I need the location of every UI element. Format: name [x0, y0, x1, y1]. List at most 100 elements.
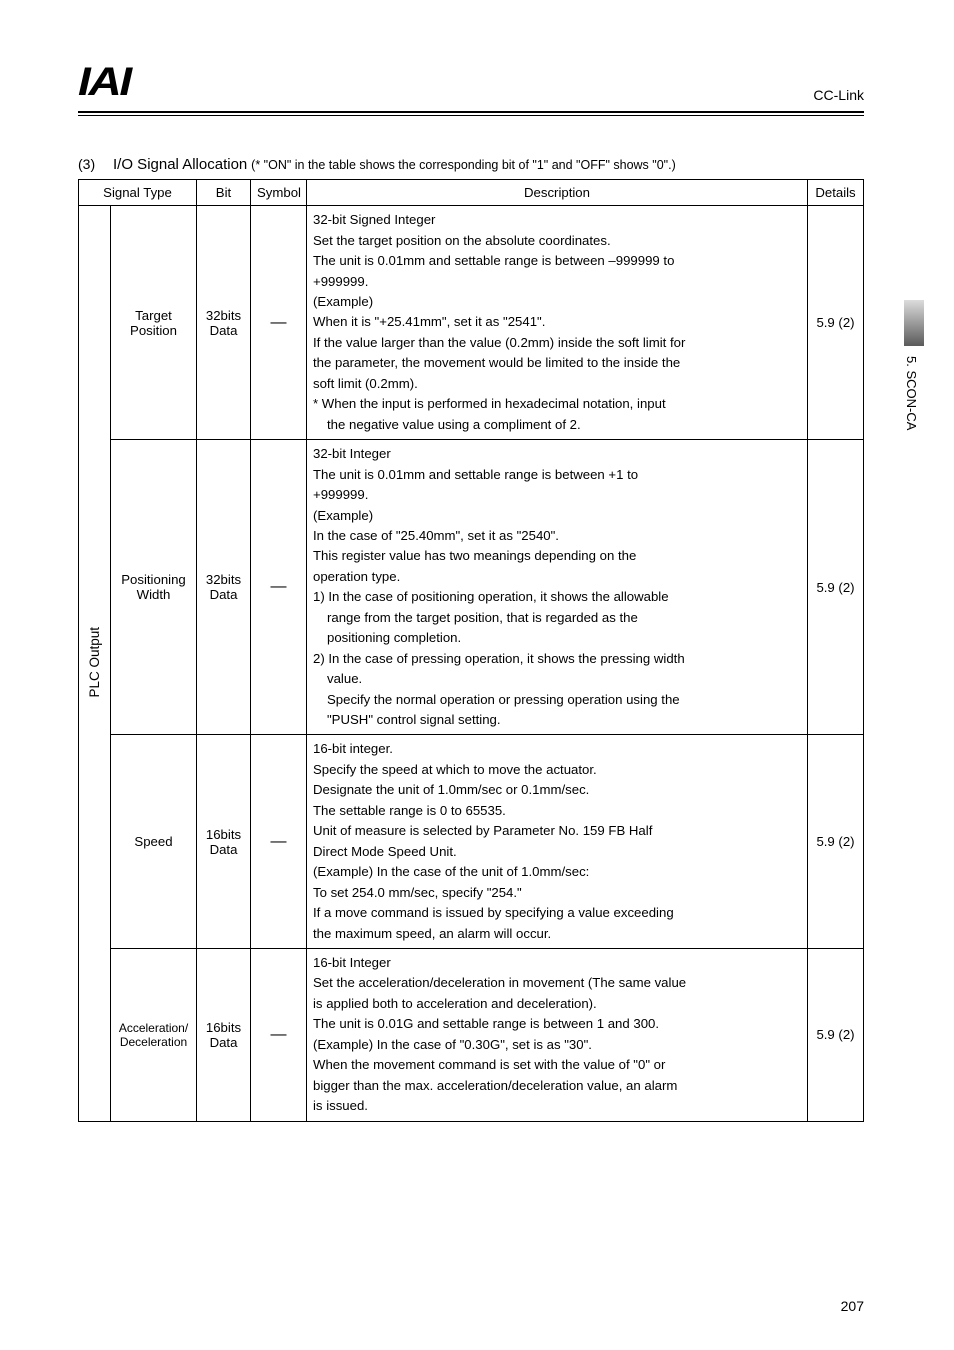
desc-line: is applied both to acceleration and dece…	[313, 994, 801, 1014]
table-row: Acceleration/Deceleration16bitsData―16-b…	[79, 949, 864, 1122]
desc-line: the negative value using a compliment of…	[313, 415, 801, 435]
description-cell: 32-bit IntegerThe unit is 0.01mm and set…	[307, 440, 808, 735]
section-number: (3)	[78, 156, 95, 172]
bit-line: 16bits	[203, 1020, 244, 1035]
signal-name-line: Position	[117, 323, 190, 338]
desc-line: When it is "+25.41mm", set it as "2541".	[313, 312, 801, 332]
desc-line: 2) In the case of pressing operation, it…	[313, 649, 801, 669]
section-title: (3) I/O Signal Allocation (* "ON" in the…	[78, 156, 864, 173]
desc-line: Designate the unit of 1.0mm/sec or 0.1mm…	[313, 780, 801, 800]
desc-line: Specify the speed at which to move the a…	[313, 760, 801, 780]
symbol-dash: ―	[271, 578, 287, 595]
desc-line: (Example)	[313, 506, 801, 526]
page-number: 207	[841, 1298, 864, 1314]
details-cell: 5.9 (2)	[808, 206, 864, 440]
desc-line: The unit is 0.01mm and settable range is…	[313, 251, 801, 271]
desc-line: "PUSH" control signal setting.	[313, 710, 801, 730]
symbol-dash: ―	[271, 833, 287, 850]
signal-name-line: Speed	[117, 834, 190, 849]
bit-line: 16bits	[203, 827, 244, 842]
bit-cell: 32bitsData	[197, 440, 251, 735]
section-heading: I/O Signal Allocation	[113, 156, 247, 173]
desc-line: the maximum speed, an alarm will occur.	[313, 924, 801, 944]
brand-logo: IAI	[78, 60, 130, 105]
col-signal-type: Signal Type	[79, 180, 197, 206]
signal-name-cell: TargetPosition	[111, 206, 197, 440]
signal-allocation-table: Signal Type Bit Symbol Description Detai…	[78, 179, 864, 1122]
table-row: PositioningWidth32bitsData―32-bit Intege…	[79, 440, 864, 735]
details-cell: 5.9 (2)	[808, 949, 864, 1122]
col-description: Description	[307, 180, 808, 206]
desc-line: (Example) In the case of the unit of 1.0…	[313, 862, 801, 882]
bit-line: 32bits	[203, 572, 244, 587]
desc-line: The unit is 0.01G and settable range is …	[313, 1014, 801, 1034]
desc-line: Set the target position on the absolute …	[313, 231, 801, 251]
header-rule-thin	[78, 115, 864, 116]
desc-line: In the case of "25.40mm", set it as "254…	[313, 526, 801, 546]
table-header-row: Signal Type Bit Symbol Description Detai…	[79, 180, 864, 206]
desc-line: Direct Mode Speed Unit.	[313, 842, 801, 862]
desc-line: * When the input is performed in hexadec…	[313, 394, 801, 414]
signal-name-cell: PositioningWidth	[111, 440, 197, 735]
signal-name-line: Deceleration	[117, 1035, 190, 1049]
side-chapter-tab: 5. SCON-CA	[904, 300, 926, 510]
desc-line: (Example) In the case of "0.30G", set is…	[313, 1035, 801, 1055]
desc-line: To set 254.0 mm/sec, specify "254."	[313, 883, 801, 903]
desc-line: soft limit (0.2mm).	[313, 374, 801, 394]
desc-line: (Example)	[313, 292, 801, 312]
desc-line: This register value has two meanings dep…	[313, 546, 801, 566]
col-details: Details	[808, 180, 864, 206]
desc-line: 32-bit Signed Integer	[313, 210, 801, 230]
desc-line: +999999.	[313, 272, 801, 292]
symbol-dash: ―	[271, 1026, 287, 1043]
table-row: PLC OutputTargetPosition32bitsData―32-bi…	[79, 206, 864, 440]
desc-line: positioning completion.	[313, 628, 801, 648]
signal-name-line: Positioning	[117, 572, 190, 587]
desc-line: 1) In the case of positioning operation,…	[313, 587, 801, 607]
signal-group-label: PLC Output	[87, 627, 102, 698]
desc-line: The unit is 0.01mm and settable range is…	[313, 465, 801, 485]
header-rule-thick	[78, 111, 864, 113]
symbol-cell: ―	[251, 440, 307, 735]
desc-line: Unit of measure is selected by Parameter…	[313, 821, 801, 841]
desc-line: 16-bit Integer	[313, 953, 801, 973]
desc-line: 16-bit integer.	[313, 739, 801, 759]
bit-line: Data	[203, 1035, 244, 1050]
bit-cell: 32bitsData	[197, 206, 251, 440]
col-symbol: Symbol	[251, 180, 307, 206]
symbol-cell: ―	[251, 206, 307, 440]
desc-line: is issued.	[313, 1096, 801, 1116]
details-cell: 5.9 (2)	[808, 735, 864, 949]
side-tab-gradient	[904, 300, 924, 346]
signal-name-cell: Speed	[111, 735, 197, 949]
desc-line: +999999.	[313, 485, 801, 505]
document-label: CC-Link	[813, 87, 864, 105]
symbol-cell: ―	[251, 949, 307, 1122]
symbol-cell: ―	[251, 735, 307, 949]
bit-line: 32bits	[203, 308, 244, 323]
desc-line: The settable range is 0 to 65535.	[313, 801, 801, 821]
details-cell: 5.9 (2)	[808, 440, 864, 735]
signal-name-line: Target	[117, 308, 190, 323]
page-header: IAI CC-Link	[78, 60, 864, 105]
description-cell: 16-bit IntegerSet the acceleration/decel…	[307, 949, 808, 1122]
bit-line: Data	[203, 842, 244, 857]
section-note: (* "ON" in the table shows the correspon…	[251, 158, 676, 172]
desc-line: Set the acceleration/deceleration in mov…	[313, 973, 801, 993]
desc-line: Specify the normal operation or pressing…	[313, 690, 801, 710]
signal-name-cell: Acceleration/Deceleration	[111, 949, 197, 1122]
desc-line: value.	[313, 669, 801, 689]
bit-line: Data	[203, 587, 244, 602]
table-row: Speed 16bitsData ― 16-bit integer.Specify t…	[79, 735, 864, 949]
symbol-dash: ―	[271, 314, 287, 331]
desc-line: 32-bit Integer	[313, 444, 801, 464]
desc-line: If a move command is issued by specifyin…	[313, 903, 801, 923]
desc-line: If the value larger than the value (0.2m…	[313, 333, 801, 353]
bit-cell: 16bitsData	[197, 735, 251, 949]
signal-name-line: Acceleration/	[117, 1021, 190, 1035]
desc-line: When the movement command is set with th…	[313, 1055, 801, 1075]
desc-line: operation type.	[313, 567, 801, 587]
bit-cell: 16bitsData	[197, 949, 251, 1122]
col-bit: Bit	[197, 180, 251, 206]
description-cell: 32-bit Signed IntegerSet the target posi…	[307, 206, 808, 440]
